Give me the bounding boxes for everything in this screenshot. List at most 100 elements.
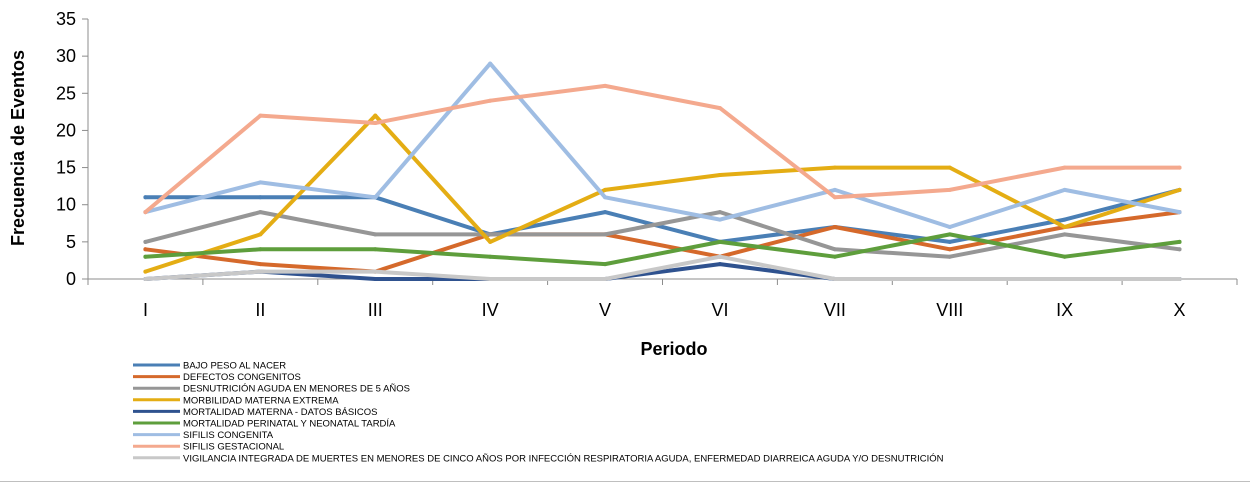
x-axis: I II III IV V VI VII VIII IX X bbox=[87, 278, 1238, 320]
legend-label: BAJO PESO AL NACER bbox=[183, 361, 286, 372]
y-tick-label: 10 bbox=[56, 195, 76, 215]
data-point bbox=[488, 277, 493, 281]
x-tick-label: VI bbox=[711, 300, 728, 320]
data-point bbox=[373, 269, 378, 274]
legend-item: MORTALIDAD MATERNA - DATOS BÁSICOS bbox=[133, 407, 377, 418]
legend-label: SIFILIS CONGENITA bbox=[183, 430, 274, 441]
y-tick-label: 15 bbox=[56, 158, 76, 178]
legend-item: BAJO PESO AL NACER bbox=[133, 361, 286, 372]
series-line bbox=[143, 210, 1182, 274]
series-6 bbox=[143, 61, 1182, 229]
data-point bbox=[1177, 210, 1182, 215]
data-point bbox=[717, 173, 722, 177]
legend-label: VIGILANCIA INTEGRADA DE MUERTES EN MENOR… bbox=[183, 453, 944, 464]
data-point bbox=[143, 195, 148, 200]
x-tick-label: VII bbox=[824, 300, 846, 320]
legend-label: SIFILIS GESTACIONAL bbox=[183, 442, 284, 453]
data-point bbox=[832, 254, 837, 259]
legend-item: SIFILIS GESTACIONAL bbox=[133, 442, 284, 453]
legend-label: DEFECTOS CONGENITOS bbox=[183, 372, 301, 383]
data-point bbox=[373, 195, 378, 200]
data-point bbox=[258, 195, 263, 200]
data-point bbox=[373, 247, 378, 252]
data-point bbox=[947, 232, 952, 237]
data-point bbox=[832, 195, 837, 200]
x-tick-label: X bbox=[1174, 300, 1186, 320]
data-point bbox=[717, 210, 722, 215]
y-tick-label: 35 bbox=[56, 9, 76, 29]
data-point bbox=[488, 98, 493, 103]
y-axis: 0 5 10 15 20 25 30 35 bbox=[56, 9, 89, 289]
data-point bbox=[488, 232, 493, 237]
data-point bbox=[258, 262, 263, 267]
data-point bbox=[1062, 165, 1067, 170]
data-point bbox=[143, 210, 148, 215]
legend-label: MORTALIDAD PERINATAL Y NEONATAL TARDÍA bbox=[183, 419, 396, 430]
x-tick-label: V bbox=[599, 300, 611, 320]
data-point bbox=[603, 195, 608, 200]
x-tick-label: IV bbox=[482, 300, 499, 320]
series-line bbox=[143, 113, 1182, 274]
data-point bbox=[1062, 225, 1067, 229]
x-axis-title: Periodo bbox=[640, 339, 707, 359]
data-point bbox=[1177, 239, 1182, 244]
x-tick-label: I bbox=[143, 300, 148, 320]
data-point bbox=[1062, 217, 1067, 222]
data-point bbox=[373, 113, 378, 118]
legend-item: MORBILIDAD MATERNA EXTREMA bbox=[133, 395, 339, 406]
data-point bbox=[832, 165, 837, 170]
data-point bbox=[1177, 247, 1182, 252]
data-point bbox=[143, 247, 148, 252]
x-tick-label: III bbox=[368, 300, 383, 320]
data-point bbox=[258, 232, 263, 237]
data-point bbox=[717, 254, 722, 259]
data-point bbox=[717, 106, 722, 111]
data-point bbox=[947, 225, 952, 229]
data-point bbox=[717, 239, 722, 244]
series-line bbox=[143, 187, 1182, 244]
data-point bbox=[832, 277, 837, 281]
series-line bbox=[143, 61, 1182, 229]
y-tick-label: 0 bbox=[66, 269, 76, 289]
data-point bbox=[143, 239, 148, 244]
legend-label: MORTALIDAD MATERNA - DATOS BÁSICOS bbox=[183, 407, 377, 418]
data-point bbox=[603, 83, 608, 88]
data-point bbox=[258, 210, 263, 215]
legend-item: VIGILANCIA INTEGRADA DE MUERTES EN MENOR… bbox=[133, 453, 944, 464]
legend-item: DEFECTOS CONGENITOS bbox=[133, 372, 301, 383]
data-point bbox=[603, 232, 608, 237]
data-point bbox=[373, 232, 378, 237]
series-line bbox=[143, 83, 1182, 215]
data-point bbox=[717, 217, 722, 222]
y-tick-label: 5 bbox=[66, 232, 76, 252]
bottom-divider bbox=[0, 481, 1250, 482]
legend-label: MORBILIDAD MATERNA EXTREMA bbox=[183, 395, 339, 406]
series-5 bbox=[143, 232, 1182, 267]
series-lines bbox=[143, 61, 1182, 281]
data-point bbox=[947, 187, 952, 192]
series-7 bbox=[143, 83, 1182, 215]
y-tick-label: 20 bbox=[56, 120, 76, 140]
data-point bbox=[1062, 254, 1067, 259]
data-point bbox=[832, 247, 837, 252]
data-point bbox=[603, 277, 608, 281]
data-point bbox=[143, 277, 148, 281]
y-axis-title: Frecuencia de Eventos bbox=[8, 50, 28, 246]
data-point bbox=[947, 277, 952, 281]
data-point bbox=[603, 210, 608, 215]
data-point bbox=[1062, 232, 1067, 237]
data-point bbox=[947, 239, 952, 244]
legend-item: SIFILIS CONGENITA bbox=[133, 430, 274, 441]
series-line bbox=[143, 232, 1182, 267]
data-point bbox=[258, 247, 263, 252]
data-point bbox=[717, 262, 722, 267]
data-point bbox=[1177, 277, 1182, 281]
data-point bbox=[1177, 187, 1182, 192]
x-tick-label: II bbox=[255, 300, 265, 320]
legend-item: MORTALIDAD PERINATAL Y NEONATAL TARDÍA bbox=[133, 419, 396, 430]
x-tick-label: VIII bbox=[936, 300, 963, 320]
data-point bbox=[258, 180, 263, 185]
y-tick-label: 25 bbox=[56, 83, 76, 103]
data-point bbox=[488, 239, 493, 244]
